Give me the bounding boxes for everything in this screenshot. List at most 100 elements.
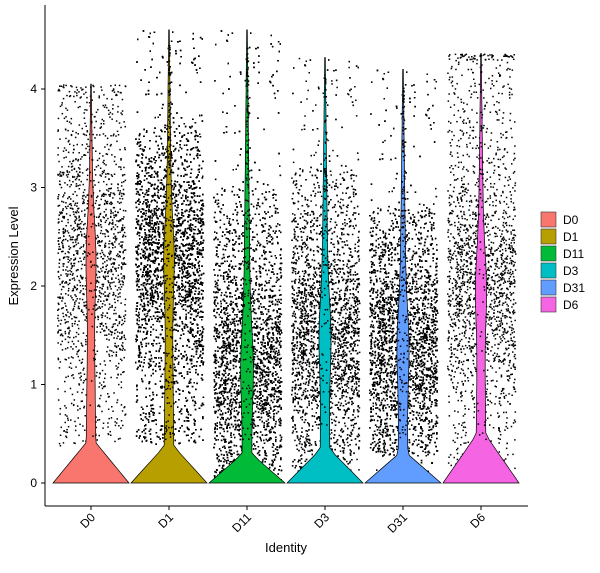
data-point <box>83 209 86 211</box>
data-point <box>114 440 116 443</box>
data-point <box>73 279 76 281</box>
data-point <box>96 234 99 237</box>
data-point <box>73 442 75 444</box>
data-point <box>57 198 59 200</box>
data-point <box>120 185 123 187</box>
data-point <box>83 367 85 370</box>
data-point <box>67 218 69 221</box>
data-point <box>123 262 125 264</box>
data-point <box>75 316 78 319</box>
data-point <box>119 332 121 334</box>
data-point <box>62 250 64 253</box>
data-point <box>68 248 71 250</box>
data-point <box>85 394 87 396</box>
data-point <box>100 256 102 258</box>
data-point <box>60 174 62 176</box>
data-point <box>104 278 107 280</box>
data-point <box>96 331 98 333</box>
data-point <box>98 419 101 421</box>
data-point <box>96 371 98 374</box>
data-point <box>109 193 111 196</box>
data-point <box>62 86 64 88</box>
data-point <box>96 257 99 259</box>
data-point <box>101 303 104 305</box>
data-point <box>73 336 75 339</box>
data-point <box>63 430 65 432</box>
data-point <box>64 421 66 424</box>
data-point <box>119 437 121 440</box>
data-point <box>100 86 102 88</box>
data-point <box>99 134 101 136</box>
data-point <box>60 175 63 177</box>
data-point <box>72 288 74 290</box>
data-point <box>108 113 110 115</box>
data-point <box>109 116 111 118</box>
data-point <box>80 310 83 313</box>
data-point <box>74 191 76 193</box>
data-point <box>108 148 110 151</box>
data-point <box>84 215 86 217</box>
data-point <box>114 329 116 332</box>
data-point <box>67 221 69 224</box>
data-point <box>58 277 61 280</box>
data-point <box>121 229 123 232</box>
data-point <box>111 350 113 352</box>
data-point <box>111 326 113 329</box>
data-point <box>68 326 70 329</box>
data-point <box>113 160 116 163</box>
data-point <box>57 308 60 310</box>
data-point <box>77 355 79 358</box>
data-point <box>67 240 69 242</box>
data-point <box>114 237 117 239</box>
data-point <box>110 135 112 137</box>
data-point <box>64 330 66 333</box>
data-point <box>100 175 102 177</box>
data-point <box>103 300 105 302</box>
data-point <box>121 344 123 347</box>
data-point <box>76 353 78 355</box>
data-point <box>120 404 123 406</box>
data-point <box>63 215 66 218</box>
data-point <box>120 158 122 160</box>
data-point <box>67 261 70 263</box>
data-point <box>108 223 110 226</box>
data-point <box>109 286 112 288</box>
data-point <box>83 202 85 204</box>
data-point <box>84 350 86 352</box>
data-point <box>76 298 78 300</box>
data-point <box>76 194 78 197</box>
data-point <box>104 323 107 325</box>
data-point <box>118 166 120 168</box>
data-point <box>82 133 85 135</box>
data-point <box>96 159 99 162</box>
data-point <box>83 233 86 235</box>
data-point <box>99 291 101 294</box>
data-point <box>120 268 123 270</box>
data-point <box>111 90 114 92</box>
data-point <box>67 425 70 428</box>
data-point <box>71 318 73 320</box>
data-point <box>100 122 102 125</box>
data-point <box>68 179 71 182</box>
data-point <box>113 262 116 265</box>
data-point <box>98 241 101 243</box>
data-point <box>111 219 114 221</box>
data-point <box>77 133 79 135</box>
data-point <box>65 281 67 283</box>
data-point <box>108 333 110 335</box>
data-point <box>110 288 112 290</box>
data-point <box>68 357 70 359</box>
data-point <box>103 180 105 183</box>
data-point <box>119 348 122 351</box>
data-point <box>102 216 104 218</box>
data-point <box>83 244 85 246</box>
data-point <box>123 263 126 265</box>
data-point <box>99 245 101 247</box>
data-point <box>110 174 113 176</box>
data-point <box>75 300 77 302</box>
data-point <box>124 148 126 151</box>
data-point <box>80 246 82 248</box>
data-point <box>66 184 69 186</box>
data-point <box>79 164 81 166</box>
data-point <box>57 331 59 333</box>
